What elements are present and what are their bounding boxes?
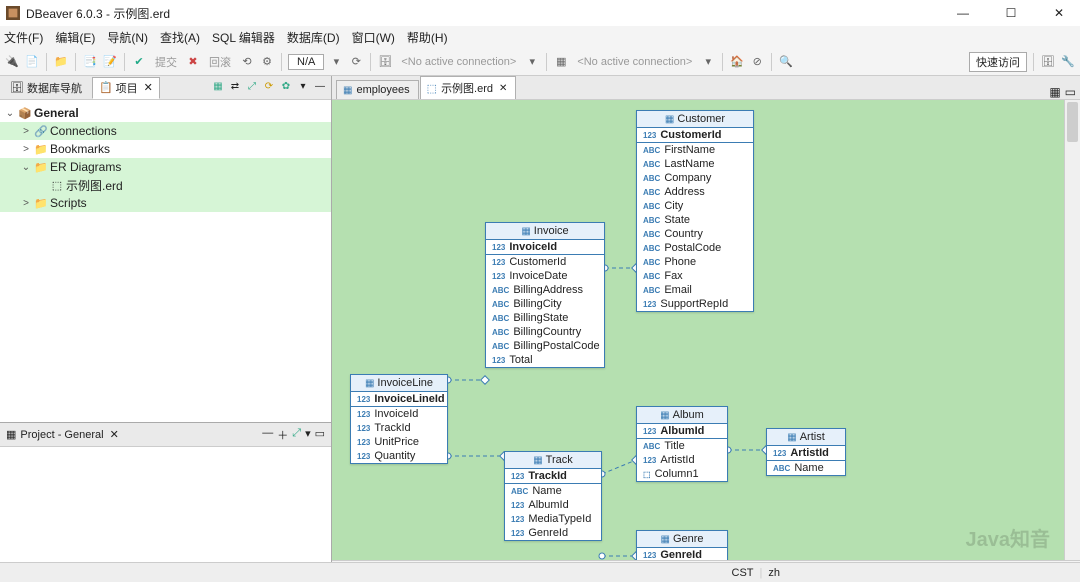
menu-item[interactable]: 编辑(E) <box>55 29 95 46</box>
menu-icon[interactable]: ▾ <box>296 81 310 95</box>
dropdown-icon[interactable]: ▾ <box>700 54 716 70</box>
new-connection-icon[interactable]: 🔌 <box>4 54 20 70</box>
close-button[interactable]: ✕ <box>1044 6 1074 20</box>
menubar: 文件(F) 编辑(E) 导航(N) 查找(A) SQL 编辑器数据库(D) 窗口(W) 帮助… <box>0 26 1080 48</box>
menu-item[interactable]: SQL 编辑器 <box>212 29 275 46</box>
toolbar-icon[interactable]: ▭ <box>1065 85 1076 99</box>
project-tree: ⌄📦General >🔗Connections>📁Bookmarks⌄📁ER D… <box>0 100 331 422</box>
folder-icon[interactable]: 📁 <box>53 54 69 70</box>
tx-icon[interactable]: ⟲ <box>239 54 255 70</box>
refresh-icon[interactable]: ⟳ <box>348 54 364 70</box>
entity-invoice[interactable]: ▦Invoice123InvoiceId123CustomerId123Invo… <box>485 222 605 368</box>
commit-icon[interactable]: ✔ <box>131 54 147 70</box>
connection-combo-1[interactable]: <No active connection> <box>397 56 520 68</box>
plus-icon[interactable]: ＋ <box>277 427 288 443</box>
rollback-icon[interactable]: ✖ <box>185 54 201 70</box>
new-sql-icon[interactable]: 📄 <box>24 54 40 70</box>
tree-root[interactable]: ⌄📦General <box>0 104 331 122</box>
dropdown-icon[interactable]: ▾ <box>328 54 344 70</box>
tab-projects[interactable]: 📋项目✕ <box>92 77 160 99</box>
menu-item[interactable]: 文件(F) <box>4 29 43 46</box>
na-combo[interactable]: N/A <box>288 54 324 70</box>
entity-artist[interactable]: ▦Artist123ArtistIdABCName <box>766 428 846 476</box>
entity-genre[interactable]: ▦Genre123GenreId <box>636 530 728 560</box>
home-icon[interactable]: 🏠 <box>729 54 745 70</box>
project-general-panel: ▦Project - General ✕ — ＋ ⤢ ▾ ▭ <box>0 423 331 447</box>
vertical-scrollbar[interactable] <box>1064 100 1080 560</box>
rollback-label[interactable]: 回滚 <box>205 54 235 70</box>
erd-canvas[interactable]: ▦Customer123CustomerIdABCFirstNameABCLas… <box>332 100 1080 560</box>
refresh-icon[interactable]: ⟳ <box>262 81 276 95</box>
link-icon[interactable]: ⤢ <box>292 427 301 443</box>
link-icon[interactable]: ⤢ <box>245 81 259 95</box>
schema-icon[interactable]: ▦ <box>553 54 569 70</box>
menu-item[interactable]: 查找(A) <box>160 29 200 46</box>
tree-item[interactable]: ⌄📁ER Diagrams <box>0 158 331 176</box>
entity-invoiceline[interactable]: ▦InvoiceLine123InvoiceLineId123InvoiceId… <box>350 374 448 464</box>
app-statusbar: CST | zh <box>0 562 1080 582</box>
db-select-icon[interactable]: 🗄 <box>377 54 393 70</box>
search-icon[interactable]: 🔍 <box>778 54 794 70</box>
close-icon[interactable]: ✕ <box>144 81 153 94</box>
titlebar: DBeaver 6.0.3 - 示例图.erd — ☐ ✕ <box>0 0 1080 26</box>
config-icon[interactable]: ▾ <box>305 427 311 443</box>
sql-icon[interactable]: 📝 <box>102 54 118 70</box>
new-item-icon[interactable]: ▦ <box>211 81 225 95</box>
db-icon[interactable]: 📑 <box>82 54 98 70</box>
tree-item[interactable]: >📁Scripts <box>0 194 331 212</box>
toolbar-icon[interactable]: ▦ <box>1049 85 1060 99</box>
close-icon[interactable]: ✕ <box>499 83 507 94</box>
status-cst: CST <box>732 567 754 579</box>
dropdown-icon[interactable]: ▾ <box>524 54 540 70</box>
tree-item[interactable]: >📁Bookmarks <box>0 140 331 158</box>
auto-icon[interactable]: ⚙ <box>259 54 275 70</box>
menu-item[interactable]: 数据库(D) <box>287 29 340 46</box>
connection-combo-2[interactable]: <No active connection> <box>573 56 696 68</box>
entity-album[interactable]: ▦Album123AlbumIdABCTitle123ArtistId⬚Colu… <box>636 406 728 482</box>
perspective-db-icon[interactable]: 🗄 <box>1040 54 1056 70</box>
tab-erd[interactable]: ⬚示例图.erd✕ <box>420 76 517 99</box>
minimize-icon[interactable]: ▭ <box>315 427 325 443</box>
maximize-button[interactable]: ☐ <box>996 6 1026 20</box>
menu-item[interactable]: 窗口(W) <box>352 29 395 46</box>
close-icon[interactable]: ✕ <box>110 428 119 441</box>
collapse-icon[interactable]: ⇄ <box>228 81 242 95</box>
tab-db-nav[interactable]: 🗄数据库导航 <box>4 78 88 98</box>
minimize-button[interactable]: — <box>948 6 978 20</box>
left-panel-tabs: 🗄数据库导航 📋项目✕ ▦ ⇄ ⤢ ⟳ ✿ ▾ — <box>0 76 331 100</box>
watermark: Java知音 <box>966 523 1051 552</box>
perspective-icon[interactable]: 🔧 <box>1060 54 1076 70</box>
entity-customer[interactable]: ▦Customer123CustomerIdABCFirstNameABCLas… <box>636 110 754 312</box>
tree-item[interactable]: >🔗Connections <box>0 122 331 140</box>
status-locale: zh <box>768 567 780 579</box>
menu-item[interactable]: 帮助(H) <box>407 29 448 46</box>
tree-item[interactable]: ⬚示例图.erd <box>0 176 331 194</box>
quick-access-input[interactable]: 快速访问 <box>969 52 1027 72</box>
menu-item[interactable]: 导航(N) <box>107 29 148 46</box>
window-title: DBeaver 6.0.3 - 示例图.erd <box>26 5 948 22</box>
panel2-title: Project - General <box>20 429 103 441</box>
entity-track[interactable]: ▦Track123TrackIdABCName123AlbumId123Medi… <box>504 451 602 541</box>
tab-employees[interactable]: ▦employees <box>336 80 419 99</box>
minimize-panel-icon[interactable]: — <box>313 81 327 95</box>
editor-tabs: ▦employees ⬚示例图.erd✕ ▦ ▭ <box>332 76 1080 100</box>
stop-icon[interactable]: ⊘ <box>749 54 765 70</box>
minus-icon[interactable]: — <box>262 427 273 443</box>
config-icon[interactable]: ✿ <box>279 81 293 95</box>
commit-label[interactable]: 提交 <box>151 54 181 70</box>
main-toolbar: 🔌 📄 📁 📑 📝 ✔ 提交 ✖ 回滚 ⟲ ⚙ N/A ▾ ⟳ 🗄 <No ac… <box>0 48 1080 76</box>
